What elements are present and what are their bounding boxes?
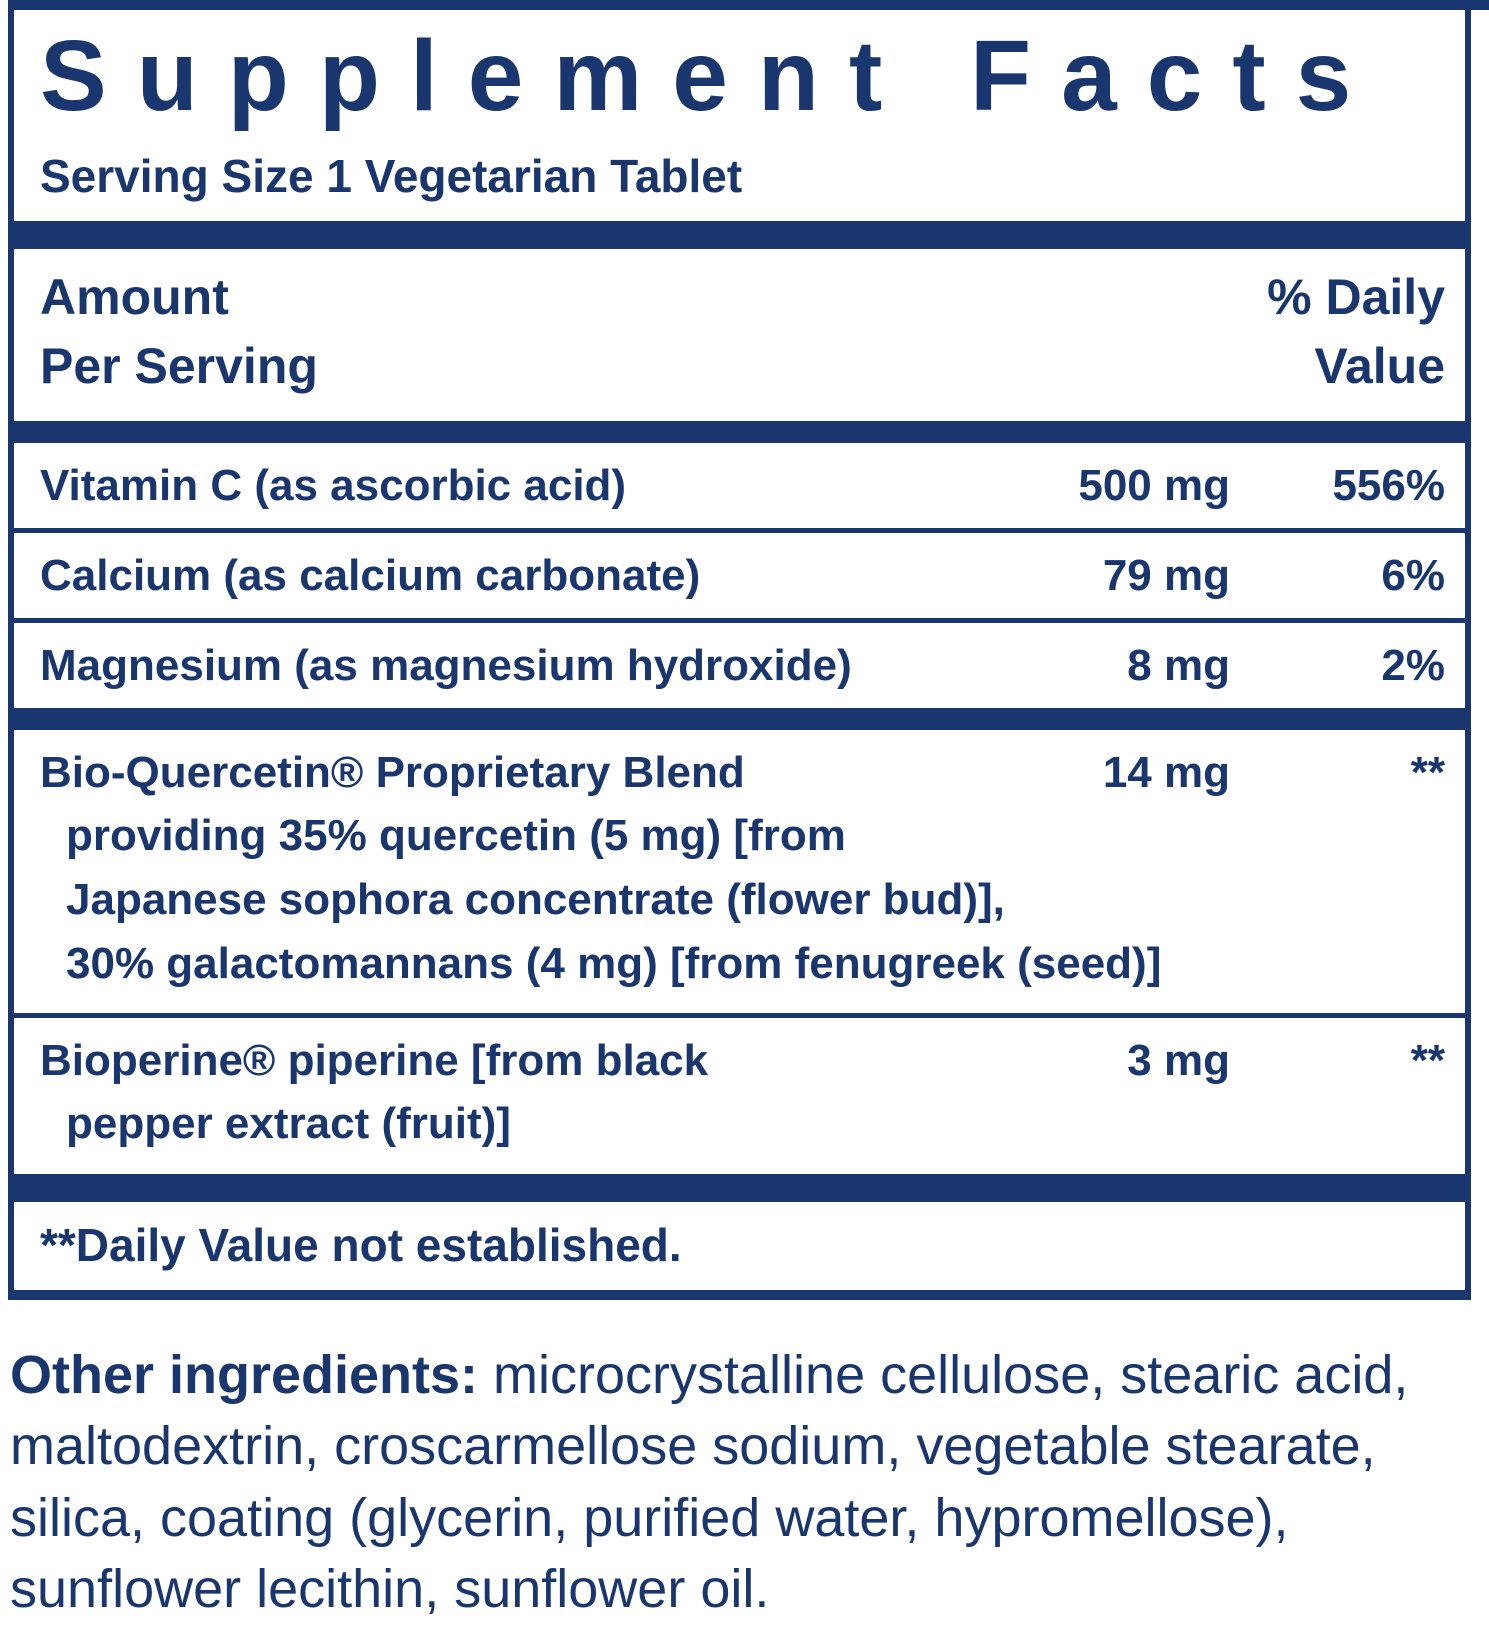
nutrient-amount: 8 mg — [1127, 641, 1230, 690]
serving-size-text: Serving Size 1 Vegetarian Tablet — [40, 150, 743, 202]
nutrient-row-calcium: Calcium (as calcium carbonate) 79 mg 6% — [14, 533, 1465, 618]
nutrient-amount: 79 mg — [1102, 551, 1230, 600]
thick-divider-bar — [14, 1174, 1465, 1203]
nutrient-amount: 3 mg — [1127, 1036, 1230, 1086]
nutrient-detail-bioperine: pepper extract (fruit)] — [66, 1099, 511, 1149]
other-ingredients-paragraph: Other ingredients: microcrystalline cell… — [10, 1340, 1467, 1625]
thin-divider-line — [14, 1013, 1465, 1019]
nutrient-daily-value: ** — [1410, 1036, 1445, 1086]
percent-daily-value-header: % Daily Value — [1267, 269, 1445, 394]
table-header-row: Amount Per Serving % Daily Value — [14, 249, 1465, 421]
top-border-overhang — [1471, 0, 1489, 10]
nutrient-daily-value: 2% — [1381, 641, 1445, 690]
thick-divider-bar — [14, 221, 1465, 249]
thick-divider-bar — [14, 421, 1465, 443]
thick-divider-bar — [14, 708, 1465, 730]
nutrient-name: Magnesium (as magnesium hydroxide) — [40, 641, 852, 690]
other-ingredients-label: Other ingredients: — [10, 1345, 479, 1406]
nutrient-daily-value: 556% — [1332, 461, 1445, 510]
thin-divider-line — [14, 528, 1465, 533]
nutrient-row-magnesium: Magnesium (as magnesium hydroxide) 8 mg … — [14, 623, 1465, 708]
nutrient-amount: 14 mg — [1102, 748, 1230, 797]
nutrient-name: Vitamin C (as ascorbic acid) — [40, 461, 627, 510]
nutrient-row-bioperine: Bioperine® piperine [from black 3 mg ** — [14, 1018, 1465, 1088]
daily-value-footnote: **Daily Value not established. — [40, 1219, 682, 1272]
supplement-facts-title: Supplement Facts — [40, 20, 1382, 132]
thin-divider-line — [14, 618, 1465, 623]
amount-per-serving-header: Amount Per Serving — [40, 269, 318, 394]
nutrient-daily-value: 6% — [1381, 551, 1445, 600]
nutrient-daily-value: ** — [1410, 748, 1445, 797]
nutrient-name: Calcium (as calcium carbonate) — [40, 551, 701, 600]
nutrient-name: Bio-Quercetin® Proprietary Blend — [40, 748, 745, 797]
nutrient-name: Bioperine® piperine [from black — [40, 1036, 709, 1086]
nutrient-detail-bio-quercetin: providing 35% quercetin (5 mg) [from Jap… — [66, 811, 1162, 988]
supplement-facts-panel: Supplement Facts Serving Size 1 Vegetari… — [8, 0, 1471, 1301]
nutrient-amount: 500 mg — [1078, 461, 1230, 510]
nutrient-row-bio-quercetin: Bio-Quercetin® Proprietary Blend 14 mg *… — [14, 730, 1465, 800]
nutrient-row-vitamin-c: Vitamin C (as ascorbic acid) 500 mg 556% — [14, 443, 1465, 528]
